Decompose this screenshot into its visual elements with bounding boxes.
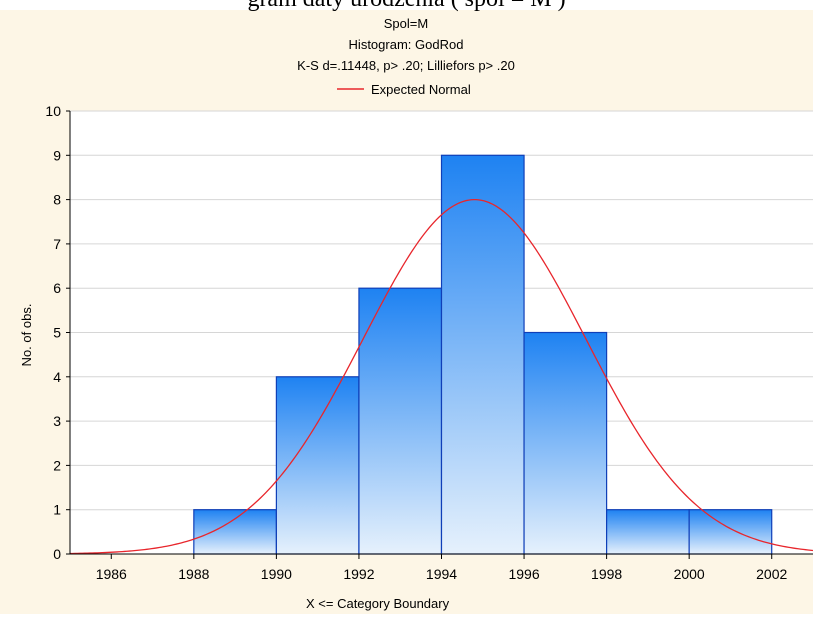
page-caption: gram daty urodzenia ( spol = M ) (0, 0, 813, 13)
y-tick-label: 4 (53, 369, 61, 385)
y-tick-label: 1 (53, 502, 61, 518)
histogram-bar (689, 510, 772, 554)
y-tick-label: 2 (53, 457, 61, 473)
x-tick-label: 1994 (426, 566, 457, 582)
x-tick-label: 1988 (178, 566, 209, 582)
x-tick-label: 1992 (343, 566, 374, 582)
x-tick-label: 1998 (591, 566, 622, 582)
x-tick-label: 2000 (674, 566, 705, 582)
x-tick-label: 1990 (261, 566, 292, 582)
histogram-bar (359, 288, 442, 554)
chart-title-line-1: Spol=M (384, 16, 428, 31)
chart-title-line-3: K-S d=.11448, p> .20; Lilliefors p> .20 (297, 58, 515, 73)
legend-label: Expected Normal (371, 82, 471, 97)
x-tick-label: 1996 (508, 566, 539, 582)
histogram-bar (442, 155, 525, 554)
x-tick-label: 2002 (756, 566, 787, 582)
y-tick-label: 8 (53, 192, 61, 208)
chart-title-line-2: Histogram: GodRod (349, 37, 464, 52)
y-tick-label: 10 (45, 103, 61, 119)
histogram-bar (607, 510, 690, 554)
histogram-bar (194, 510, 277, 554)
y-tick-label: 9 (53, 147, 61, 163)
y-tick-label: 3 (53, 413, 61, 429)
y-tick-label: 7 (53, 236, 61, 252)
y-tick-label: 0 (53, 546, 61, 562)
y-tick-label: 5 (53, 325, 61, 341)
x-axis-label: X <= Category Boundary (306, 596, 450, 611)
histogram-bar (524, 333, 607, 555)
y-axis-label: No. of obs. (19, 304, 34, 367)
x-tick-label: 1986 (96, 566, 127, 582)
y-tick-label: 6 (53, 280, 61, 296)
